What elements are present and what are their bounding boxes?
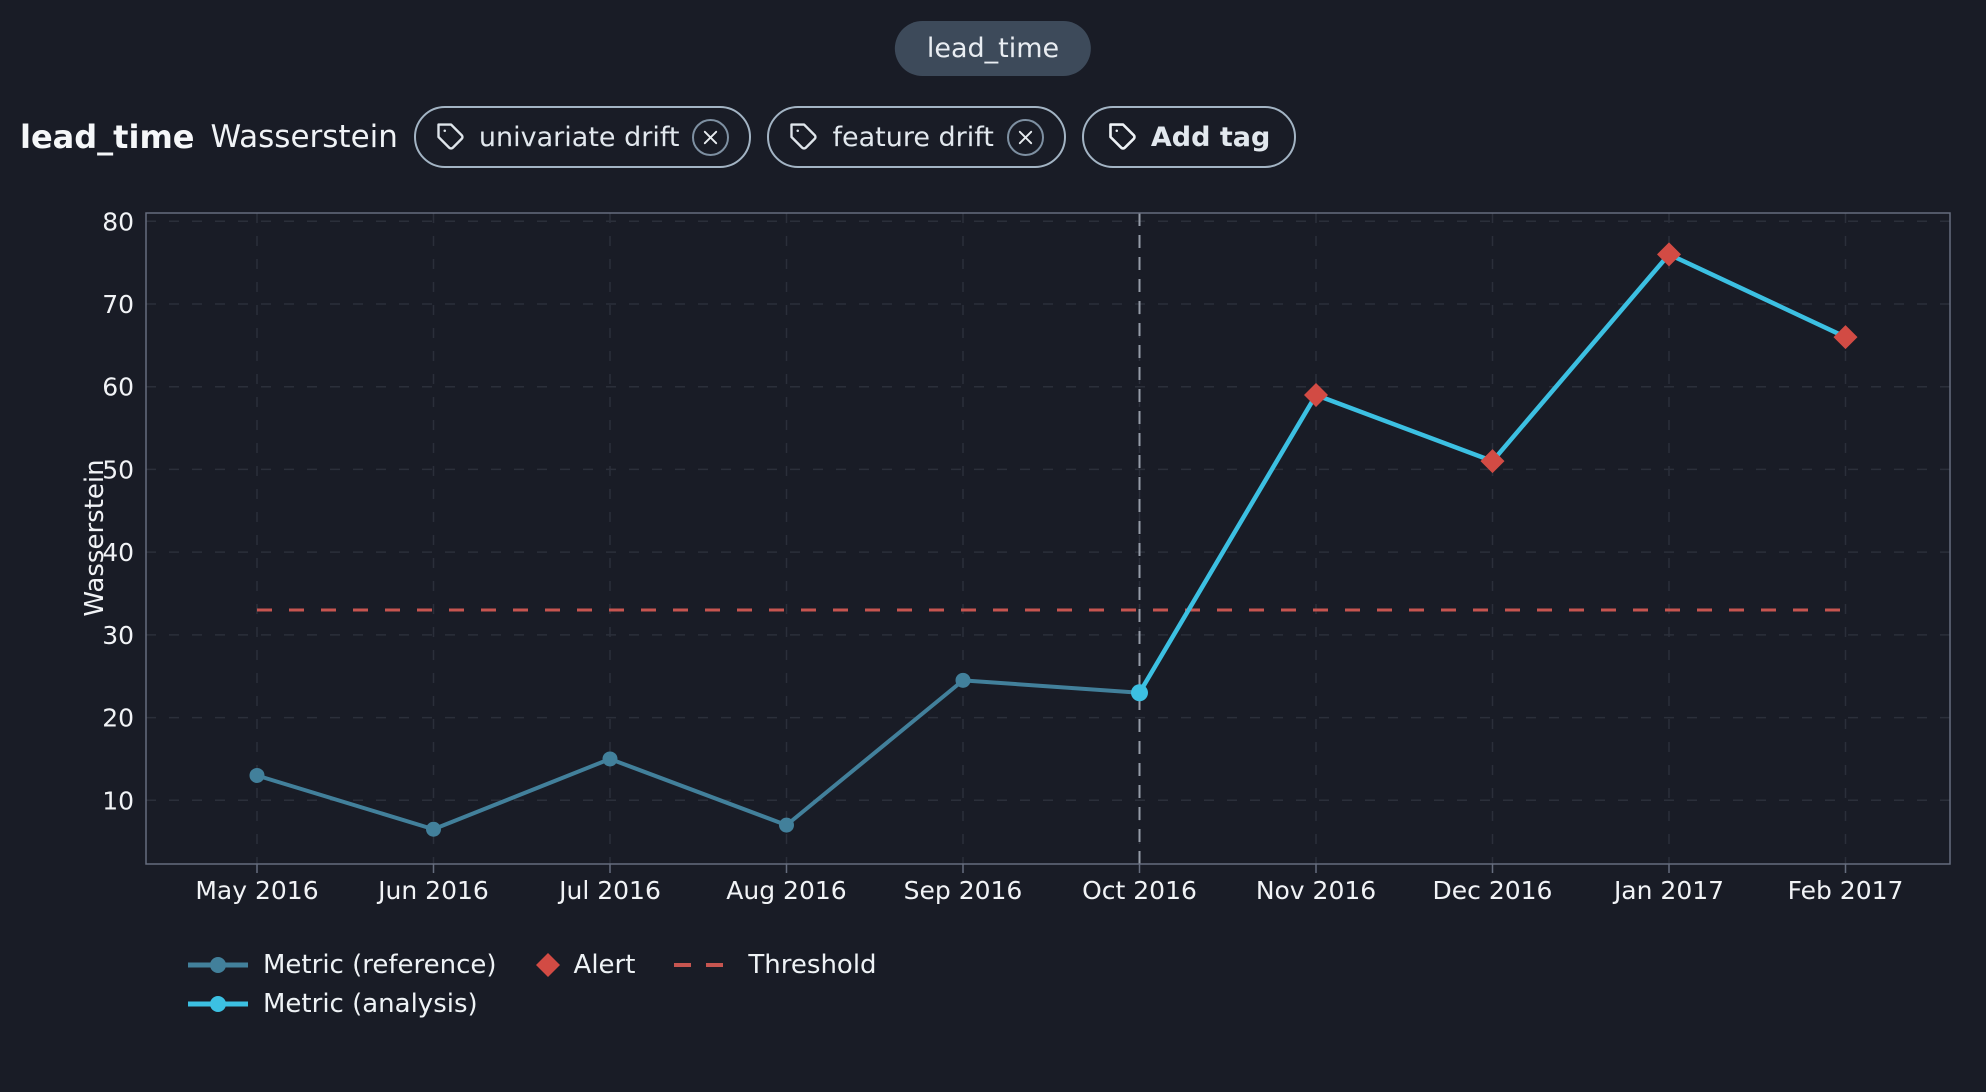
legend-item-alert[interactable]: Alert (535, 950, 636, 980)
legend-label: Alert (573, 950, 636, 980)
x-axis-labels: May 2016 Jun 2016 Jul 2016 Aug 2016 Sep 2016… (195, 876, 1903, 905)
svg-text:70: 70 (102, 290, 134, 319)
remove-tag-button[interactable] (692, 118, 730, 156)
svg-text:30: 30 (102, 621, 134, 650)
chart-legend: Metric (reference) Alert Threshold Metri… (186, 950, 877, 1019)
tag-icon (790, 123, 818, 150)
svg-text:Oct 2016: Oct 2016 (1082, 876, 1197, 905)
selected-column-label: lead_time (926, 33, 1060, 64)
svg-text:50: 50 (102, 455, 134, 484)
gridlines (146, 213, 1950, 864)
svg-text:40: 40 (102, 538, 134, 567)
svg-text:10: 10 (102, 786, 134, 815)
tag-icon (437, 123, 464, 150)
svg-text:Feb 2017: Feb 2017 (1788, 876, 1904, 905)
header-row: lead_time Wasserstein univariate drift f… (20, 106, 1297, 168)
alert-diamond-icon (535, 953, 560, 977)
remove-tag-button[interactable] (1006, 118, 1044, 156)
page-title: lead_time (20, 118, 195, 156)
alert-markers[interactable] (1304, 242, 1858, 474)
tag-icon (1109, 123, 1136, 150)
legend-row: Metric (analysis) (186, 989, 877, 1019)
svg-text:80: 80 (102, 207, 134, 236)
reference-line-swatch (188, 957, 248, 973)
svg-text:60: 60 (102, 373, 134, 402)
metric-name: Wasserstein (210, 119, 398, 155)
x-tick-marks (256, 864, 1847, 873)
legend-item-metric-reference[interactable]: Metric (reference) (186, 950, 497, 980)
svg-text:Jul 2016: Jul 2016 (557, 876, 661, 905)
legend-item-metric-analysis[interactable]: Metric (analysis) (186, 989, 478, 1019)
legend-row: Metric (reference) Alert Threshold (186, 950, 877, 980)
y-axis-labels: 10 20 30 40 50 60 70 80 (102, 207, 134, 815)
svg-text:Nov 2016: Nov 2016 (1256, 876, 1376, 905)
close-icon (1018, 130, 1033, 144)
svg-text:Sep 2016: Sep 2016 (904, 876, 1023, 905)
legend-label: Threshold (748, 950, 877, 980)
tag-pill-univariate-drift[interactable]: univariate drift (413, 106, 752, 168)
legend-item-threshold[interactable]: Threshold (673, 950, 877, 980)
svg-text:Aug 2016: Aug 2016 (726, 876, 846, 905)
legend-label: Metric (analysis) (263, 989, 478, 1019)
y-axis-title: Wasserstein (80, 459, 110, 616)
plot-border (145, 212, 1951, 865)
svg-text:20: 20 (102, 704, 134, 733)
close-icon (704, 130, 718, 144)
reference-series[interactable] (249, 672, 1142, 837)
add-tag-button[interactable]: Add tag (1081, 106, 1297, 168)
svg-text:May 2016: May 2016 (195, 876, 318, 905)
tag-label: feature drift (832, 121, 994, 153)
threshold-dash-swatch (674, 963, 735, 967)
tag-pill-feature-drift[interactable]: feature drift (767, 106, 1066, 168)
svg-text:Dec 2016: Dec 2016 (1433, 876, 1553, 905)
tag-label: univariate drift (478, 121, 680, 153)
svg-text:Jan 2017: Jan 2017 (1612, 876, 1724, 905)
selected-column-chip[interactable]: lead_time (894, 21, 1092, 76)
legend-label: Metric (reference) (263, 950, 497, 980)
add-tag-label: Add tag (1150, 121, 1271, 153)
svg-text:Jun 2016: Jun 2016 (376, 876, 489, 905)
analysis-line-swatch (188, 996, 248, 1012)
